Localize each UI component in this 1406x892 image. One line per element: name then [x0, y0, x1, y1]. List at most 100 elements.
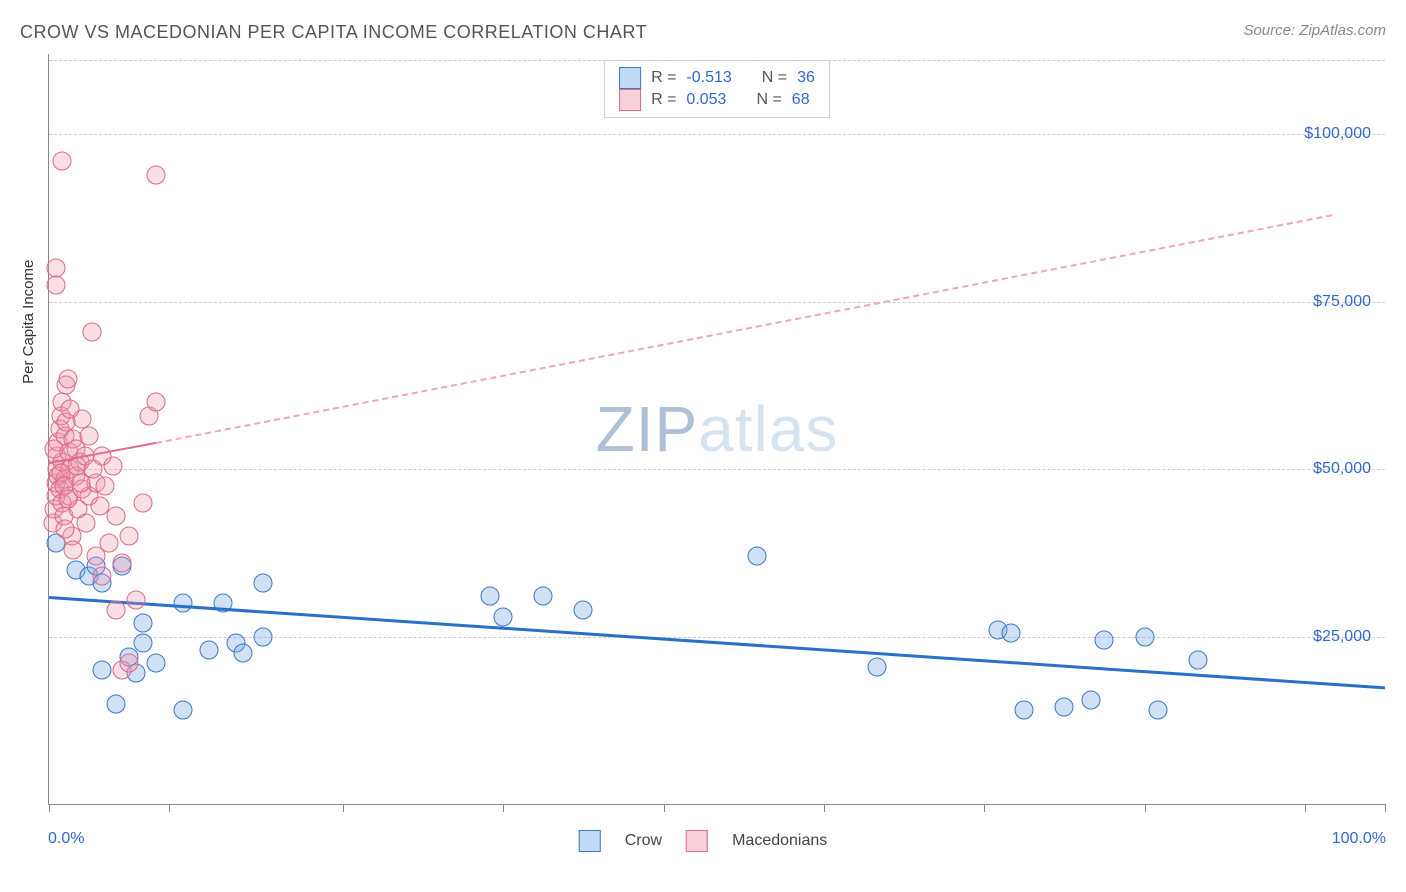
x-tick: [1385, 804, 1386, 812]
crow-point: [133, 634, 152, 653]
x-tick: [1305, 804, 1306, 812]
macedonian-point: [90, 497, 109, 516]
r-value: 0.053: [686, 89, 726, 111]
y-axis-label: Per Capita Income: [20, 260, 37, 384]
r-value: -0.513: [686, 67, 731, 89]
x-tick: [49, 804, 50, 812]
chart-container: CROW VS MACEDONIAN PER CAPITA INCOME COR…: [0, 0, 1406, 892]
crow-point: [200, 640, 219, 659]
x-tick: [824, 804, 825, 812]
macedonian-point: [100, 533, 119, 552]
x-tick: [1145, 804, 1146, 812]
crow-point: [868, 657, 887, 676]
y-tick-label: $75,000: [1313, 293, 1371, 311]
crow-point: [173, 594, 192, 613]
series-legend: Crow Macedonians: [579, 830, 828, 852]
gridline: [49, 134, 1385, 135]
macedonian-point: [120, 527, 139, 546]
crow-point: [173, 701, 192, 720]
macedonian-point: [126, 590, 145, 609]
crow-point: [233, 644, 252, 663]
crow-point: [253, 574, 272, 593]
crow-point: [1135, 627, 1154, 646]
legend-swatch: [619, 89, 641, 111]
crow-point: [1001, 624, 1020, 643]
crow-point: [146, 654, 165, 673]
r-label: R =: [651, 89, 676, 111]
plot-area: ZIPatlas R =-0.513N =36R =0.053N =68 $25…: [48, 54, 1385, 805]
crow-point: [1082, 691, 1101, 710]
source-label: Source: ZipAtlas.com: [1243, 22, 1386, 39]
legend-swatch: [686, 830, 708, 852]
gridline: [49, 469, 1385, 470]
macedonian-point: [58, 490, 77, 509]
crow-point: [253, 627, 272, 646]
macedonian-point: [104, 456, 123, 475]
macedonian-point: [113, 553, 132, 572]
n-value: 68: [792, 89, 810, 111]
macedonian-point: [80, 426, 99, 445]
trend-line: [156, 215, 1332, 445]
legend-label: Crow: [625, 832, 662, 850]
macedonian-point: [106, 507, 125, 526]
macedonian-point: [64, 540, 83, 559]
n-value: 36: [797, 67, 815, 89]
watermark-atlas: atlas: [698, 393, 838, 465]
crow-point: [106, 694, 125, 713]
macedonian-point: [133, 493, 152, 512]
macedonian-point: [84, 460, 103, 479]
legend-row: R = 0.053 N = 68: [619, 89, 815, 111]
correlation-legend: R =-0.513N =36R =0.053N =68: [604, 60, 830, 118]
x-axis-min-label: 0.0%: [48, 830, 84, 848]
legend-row: R = -0.513 N = 36: [619, 67, 815, 89]
macedonian-point: [77, 513, 96, 532]
y-tick-label: $25,000: [1313, 628, 1371, 646]
macedonian-point: [61, 399, 80, 418]
crow-point: [494, 607, 513, 626]
macedonian-point: [120, 654, 139, 673]
crow-point: [748, 547, 767, 566]
crow-point: [93, 661, 112, 680]
macedonian-point: [106, 600, 125, 619]
x-tick: [664, 804, 665, 812]
crow-point: [574, 600, 593, 619]
macedonian-point: [93, 567, 112, 586]
gridline: [49, 637, 1385, 638]
crow-point: [1188, 651, 1207, 670]
gridline: [49, 302, 1385, 303]
crow-point: [534, 587, 553, 606]
macedonian-point: [82, 322, 101, 341]
legend-swatch: [579, 830, 601, 852]
crow-point: [1055, 697, 1074, 716]
crow-point: [133, 614, 152, 633]
macedonian-point: [53, 152, 72, 171]
n-label: N =: [756, 89, 781, 111]
x-axis-max-label: 100.0%: [1332, 830, 1386, 848]
macedonian-point: [56, 520, 75, 539]
x-tick: [169, 804, 170, 812]
macedonian-point: [146, 393, 165, 412]
crow-point: [1015, 701, 1034, 720]
watermark-zip: ZIP: [596, 393, 699, 465]
r-label: R =: [651, 67, 676, 89]
chart-title: CROW VS MACEDONIAN PER CAPITA INCOME COR…: [20, 22, 647, 43]
crow-point: [1148, 701, 1167, 720]
x-tick: [984, 804, 985, 812]
macedonian-point: [58, 369, 77, 388]
x-tick: [503, 804, 504, 812]
gridline: [49, 60, 1385, 61]
trend-line: [49, 596, 1385, 689]
macedonian-point: [96, 476, 115, 495]
crow-point: [1095, 630, 1114, 649]
legend-swatch: [619, 67, 641, 89]
x-tick: [343, 804, 344, 812]
macedonian-point: [146, 165, 165, 184]
watermark: ZIPatlas: [596, 392, 839, 466]
legend-label: Macedonians: [732, 832, 827, 850]
macedonian-point: [45, 440, 64, 459]
n-label: N =: [762, 67, 787, 89]
crow-point: [480, 587, 499, 606]
macedonian-point: [46, 276, 65, 295]
y-tick-label: $100,000: [1304, 125, 1371, 143]
y-tick-label: $50,000: [1313, 460, 1371, 478]
